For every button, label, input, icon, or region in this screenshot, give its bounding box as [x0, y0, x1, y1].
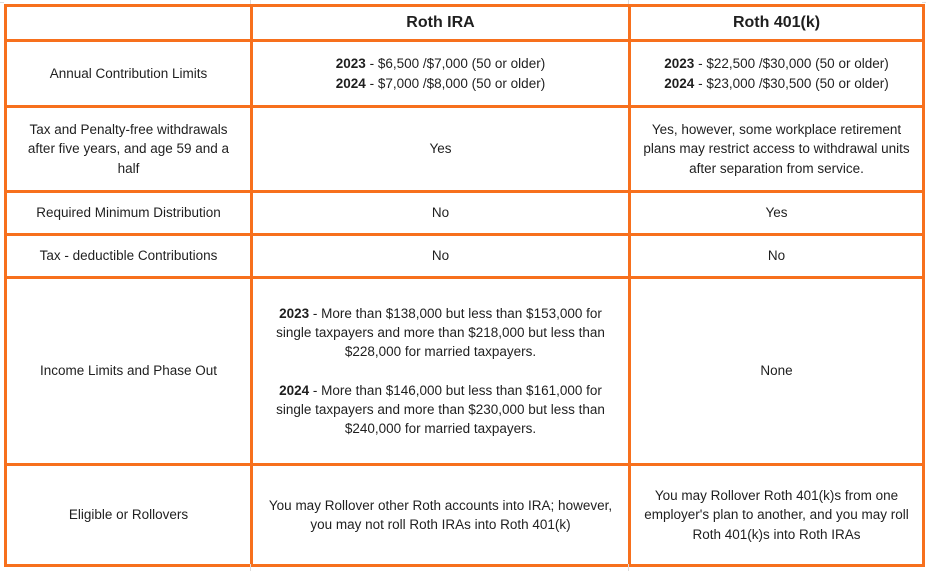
row-label-tax-deductible: Tax - deductible Contributions [4, 233, 253, 279]
contribution-ira-line-2023: 2023 - $6,500 /$7,000 (50 or older) [335, 56, 546, 72]
header-empty-cell [4, 4, 253, 42]
cell-tax-deductible-401k: No [628, 233, 925, 279]
header-roth-ira: Roth IRA [250, 4, 631, 42]
roth-comparison-table: Roth IRA Roth 401(k) Annual Contribution… [4, 4, 925, 567]
contribution-401k-line-2023: 2023 - $22,500 /$30,000 (50 or older) [664, 56, 889, 72]
table-row-withdrawals: Tax and Penalty-free withdrawals after f… [4, 105, 925, 193]
header-roth-401k: Roth 401(k) [628, 4, 925, 42]
gridline-bottom-col1 [250, 564, 251, 571]
cell-withdrawals-ira: Yes [250, 105, 631, 193]
income-ira-paragraph-2023: 2023 - More than $138,000 but less than … [276, 306, 605, 360]
cell-rollovers-401k: You may Rollover Roth 401(k)s from one e… [628, 463, 925, 567]
gridline-bottom-col2 [628, 564, 629, 571]
table-header-row: Roth IRA Roth 401(k) [4, 4, 925, 42]
row-label-rmd: Required Minimum Distribution [4, 190, 253, 236]
table-row-income-limits: Income Limits and Phase Out 2023 - More … [4, 276, 925, 466]
table-row-rmd: Required Minimum Distribution No Yes [4, 190, 925, 236]
cell-income-limits-401k: None [628, 276, 925, 466]
row-label-contribution-limits: Annual Contribution Limits [4, 39, 253, 108]
cell-contribution-401k: 2023 - $22,500 /$30,000 (50 or older) 20… [628, 39, 925, 108]
row-label-rollovers: Eligible or Rollovers [4, 463, 253, 567]
income-ira-paragraph-2024: 2024 - More than $146,000 but less than … [276, 382, 605, 436]
cell-tax-deductible-ira: No [250, 233, 631, 279]
table-row-contribution-limits: Annual Contribution Limits 2023 - $6,500… [4, 39, 925, 108]
cell-rmd-401k: Yes [628, 190, 925, 236]
cell-rmd-ira: No [250, 190, 631, 236]
contribution-ira-line-2024: 2024 - $7,000 /$8,000 (50 or older) [335, 75, 546, 91]
table-row-tax-deductible: Tax - deductible Contributions No No [4, 233, 925, 279]
contribution-401k-line-2024: 2024 - $23,000 /$30,500 (50 or older) [664, 75, 889, 91]
cell-withdrawals-401k: Yes, however, some workplace retirement … [628, 105, 925, 193]
gridline-top-left [0, 2, 4, 3]
row-label-income-limits: Income Limits and Phase Out [4, 276, 253, 466]
cell-rollovers-ira: You may Rollover other Roth accounts int… [250, 463, 631, 567]
gridline-top-col2 [628, 0, 629, 4]
gridline-top-right [922, 2, 926, 3]
cell-contribution-ira: 2023 - $6,500 /$7,000 (50 or older) 2024… [250, 39, 631, 108]
gridline-top-col1 [250, 0, 251, 4]
row-label-withdrawals: Tax and Penalty-free withdrawals after f… [4, 105, 253, 193]
cell-income-limits-ira: 2023 - More than $138,000 but less than … [250, 276, 631, 466]
table-row-rollovers: Eligible or Rollovers You may Rollover o… [4, 463, 925, 567]
